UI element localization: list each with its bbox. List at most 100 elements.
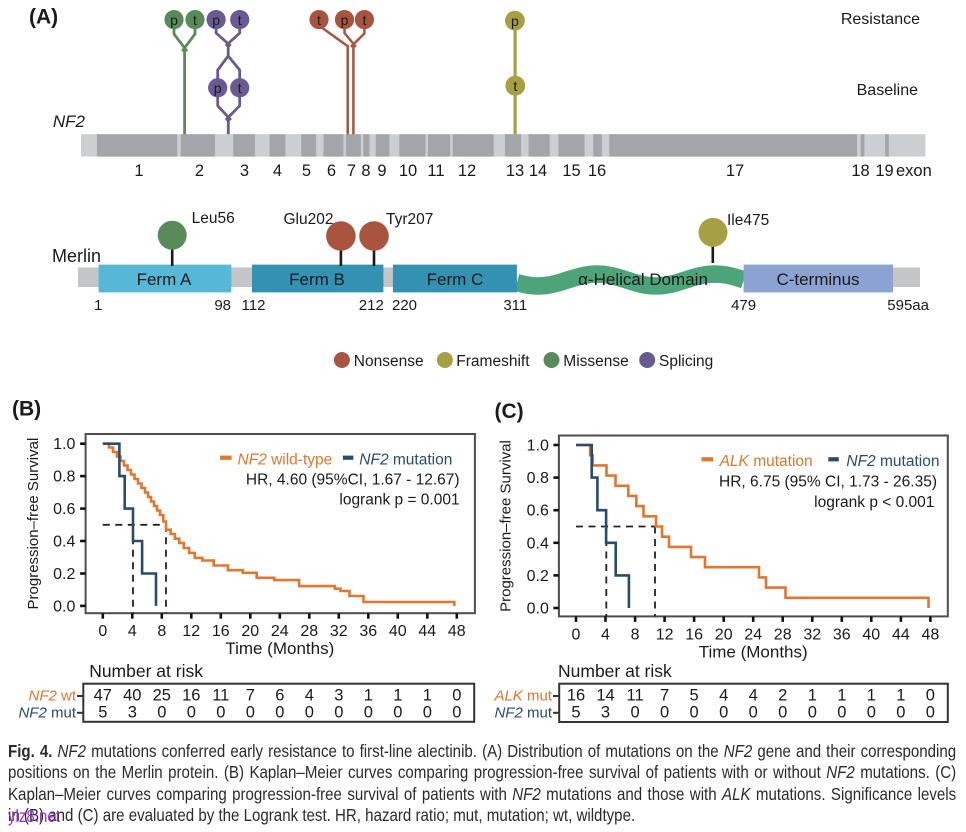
svg-text:1: 1 (364, 687, 373, 705)
svg-text:Ile475: Ile475 (727, 212, 769, 229)
svg-text:0.4: 0.4 (53, 534, 75, 551)
svg-text:C-terminus: C-terminus (776, 270, 859, 289)
svg-text:α-Helical Domain: α-Helical Domain (578, 270, 708, 289)
svg-text:0: 0 (393, 703, 402, 721)
svg-text:112: 112 (242, 297, 266, 314)
svg-text:4: 4 (305, 687, 314, 705)
svg-text:(B): (B) (12, 398, 41, 421)
svg-text:18: 18 (851, 162, 869, 180)
svg-text:logrank p = 0.001: logrank p = 0.001 (339, 492, 459, 509)
svg-text:4: 4 (128, 623, 137, 640)
svg-text:0: 0 (926, 703, 935, 721)
svg-text:p: p (214, 80, 222, 96)
svg-text:14: 14 (596, 687, 614, 705)
svg-text:p: p (212, 12, 220, 28)
svg-text:ALK mut: ALK mut (493, 688, 552, 705)
svg-text:9: 9 (377, 162, 386, 180)
svg-text:16: 16 (182, 687, 200, 705)
svg-text:Time (Months): Time (Months) (225, 639, 334, 658)
svg-text:0: 0 (452, 687, 461, 705)
svg-text:0: 0 (719, 703, 728, 721)
svg-text:1: 1 (393, 687, 402, 705)
svg-text:7: 7 (660, 687, 669, 705)
svg-text:15: 15 (562, 162, 580, 180)
svg-text:36: 36 (359, 623, 377, 640)
svg-text:0: 0 (867, 703, 876, 721)
svg-text:0.6: 0.6 (53, 501, 75, 518)
svg-text:4: 4 (273, 162, 282, 180)
svg-text:24: 24 (271, 623, 289, 640)
svg-text:1: 1 (94, 297, 102, 314)
svg-text:16: 16 (212, 623, 230, 640)
svg-text:4: 4 (719, 687, 728, 705)
svg-text:6: 6 (327, 162, 336, 180)
svg-text:12: 12 (656, 626, 674, 643)
svg-text:0.0: 0.0 (53, 598, 75, 615)
svg-text:0: 0 (364, 703, 373, 721)
svg-text:Glu202: Glu202 (284, 211, 334, 228)
svg-text:0.2: 0.2 (527, 568, 549, 585)
svg-text:10: 10 (399, 162, 417, 180)
svg-text:0.4: 0.4 (527, 535, 549, 552)
svg-text:Number at risk: Number at risk (558, 661, 672, 681)
svg-text:7: 7 (246, 687, 255, 705)
svg-text:Splicing: Splicing (659, 353, 713, 370)
svg-text:32: 32 (330, 623, 348, 640)
svg-text:0: 0 (452, 703, 461, 721)
svg-text:Resistance: Resistance (841, 11, 920, 28)
svg-text:0: 0 (572, 626, 581, 643)
svg-text:16: 16 (567, 687, 585, 705)
svg-text:311: 311 (503, 297, 527, 314)
svg-text:0: 0 (334, 703, 343, 721)
svg-text:0: 0 (631, 703, 640, 721)
svg-text:40: 40 (123, 687, 141, 705)
svg-text:Ferm B: Ferm B (289, 270, 345, 289)
svg-text:1: 1 (896, 687, 905, 705)
svg-text:595aa: 595aa (887, 297, 929, 314)
svg-text:0.8: 0.8 (53, 469, 75, 486)
svg-text:220: 220 (392, 297, 417, 314)
svg-text:1: 1 (423, 687, 432, 705)
svg-text:5: 5 (571, 703, 580, 721)
svg-text:44: 44 (418, 623, 436, 640)
svg-text:20: 20 (241, 623, 259, 640)
svg-text:1: 1 (867, 687, 876, 705)
svg-text:Ferm A: Ferm A (137, 270, 192, 289)
svg-text:14: 14 (529, 162, 547, 180)
svg-text:20: 20 (715, 626, 733, 643)
svg-text:p: p (511, 13, 519, 29)
svg-text:0: 0 (926, 687, 935, 705)
svg-text:NF2 mutation: NF2 mutation (359, 452, 452, 469)
svg-text:5: 5 (98, 703, 107, 721)
svg-text:t: t (513, 78, 517, 94)
svg-text:(A): (A) (29, 6, 58, 29)
svg-text:0: 0 (808, 703, 817, 721)
svg-text:212: 212 (359, 297, 384, 314)
svg-text:Progression–free Survival: Progression–free Survival (498, 440, 515, 612)
svg-text:19: 19 (875, 162, 893, 180)
svg-text:7: 7 (347, 162, 356, 180)
svg-text:NF2 wild-type: NF2 wild-type (238, 452, 333, 469)
svg-text:0.6: 0.6 (527, 503, 549, 520)
svg-text:p: p (341, 12, 349, 28)
svg-text:5: 5 (302, 162, 311, 180)
svg-text:1: 1 (134, 162, 143, 180)
svg-text:0.2: 0.2 (53, 566, 75, 583)
svg-text:3: 3 (601, 703, 610, 721)
svg-text:NF2 wt: NF2 wt (28, 688, 76, 705)
svg-text:1.0: 1.0 (527, 438, 549, 455)
svg-text:(C): (C) (495, 400, 524, 423)
svg-text:11: 11 (212, 687, 229, 705)
svg-text:Merlin: Merlin (52, 246, 101, 266)
svg-text:479: 479 (731, 297, 756, 314)
svg-text:1: 1 (837, 687, 846, 705)
svg-text:p: p (170, 12, 178, 28)
svg-text:12: 12 (182, 623, 200, 640)
svg-text:98: 98 (214, 297, 231, 314)
svg-text:0: 0 (187, 703, 196, 721)
svg-text:Progression–free Survival: Progression–free Survival (25, 438, 42, 610)
svg-text:16: 16 (685, 626, 703, 643)
svg-text:3: 3 (128, 703, 137, 721)
svg-text:Leu56: Leu56 (192, 210, 235, 227)
svg-text:2: 2 (778, 687, 787, 705)
